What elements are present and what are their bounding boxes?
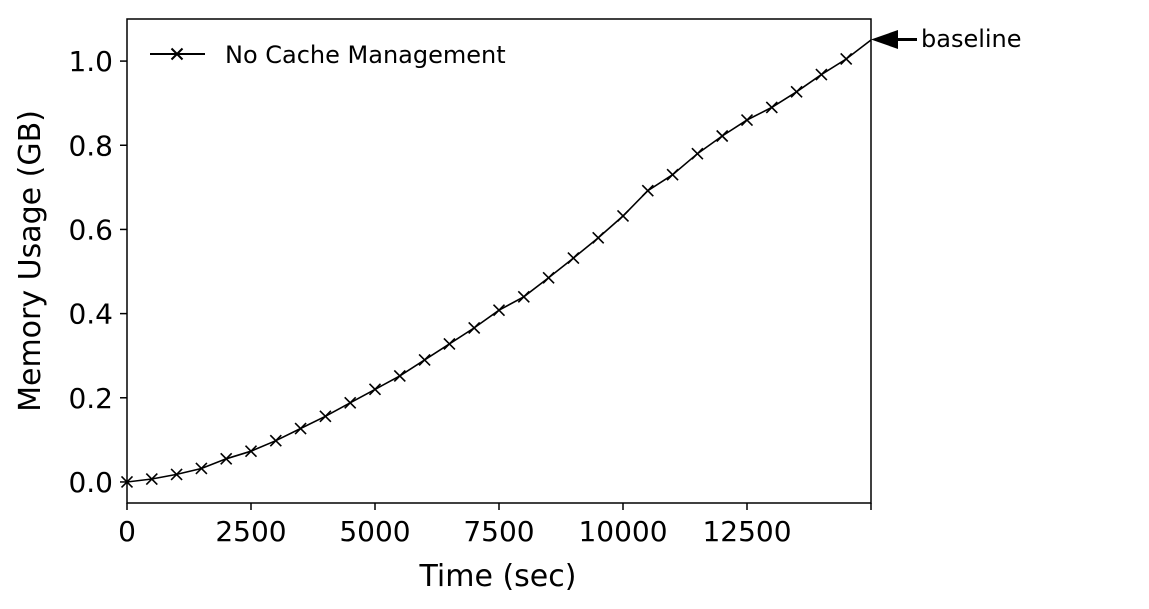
- plot-frame: [126, 18, 872, 504]
- y-tick-label: 1.0: [68, 45, 113, 78]
- data-point-marker: [790, 85, 803, 98]
- x-axis-title: Time (sec): [419, 559, 577, 594]
- data-point-marker: [344, 396, 357, 409]
- plot-area: [126, 18, 872, 504]
- data-point-marker: [840, 52, 853, 66]
- data-point-marker: [319, 410, 332, 423]
- data-point-marker: [294, 422, 307, 435]
- data-point-marker: [815, 68, 828, 81]
- y-tick-label: 0.4: [68, 298, 113, 331]
- data-point-marker: [269, 434, 282, 447]
- data-point-marker: [443, 337, 456, 350]
- data-point-marker: [666, 168, 679, 181]
- data-point-marker: [691, 147, 704, 160]
- data-point-marker: [418, 353, 431, 366]
- x-tick-label: 7500: [463, 515, 534, 548]
- data-point-marker: [517, 290, 530, 303]
- data-point-marker: [542, 271, 555, 284]
- data-point-marker: [393, 369, 406, 382]
- data-point-marker: [195, 462, 208, 475]
- data-point-marker: [120, 475, 134, 489]
- data-point-marker: [492, 304, 506, 317]
- y-tick-label: 0.8: [68, 129, 113, 162]
- annotation-label: baseline: [921, 25, 1022, 53]
- x-tick-label: 10000: [578, 515, 667, 548]
- y-tick-label: 0.0: [68, 466, 113, 499]
- data-point-marker: [765, 101, 778, 114]
- data-point-marker: [641, 184, 654, 197]
- data-point-marker: [170, 468, 183, 481]
- y-tick-label: 0.6: [68, 213, 113, 246]
- data-point-marker: [220, 452, 233, 465]
- data-point-marker: [567, 251, 580, 265]
- data-point-marker: [244, 445, 258, 458]
- data-point-marker: [716, 129, 729, 143]
- x-tick-label: 12500: [702, 515, 791, 548]
- legend-label: No Cache Management: [225, 41, 506, 69]
- data-point-marker: [740, 113, 754, 127]
- data-point-marker: [468, 321, 481, 334]
- x-axis: 0 2500 5000 7500 10000 12500: [118, 503, 872, 548]
- data-point-marker: [592, 231, 605, 244]
- baseline-annotation: baseline: [871, 25, 1022, 53]
- data-point-marker: [145, 472, 158, 486]
- x-tick-label: 5000: [339, 515, 410, 548]
- x-tick-label: 2500: [215, 515, 286, 548]
- data-point-marker: [368, 383, 382, 396]
- y-axis: 0.0 0.2 0.4 0.6 0.8 1.0: [68, 45, 127, 499]
- x-tick-label: 0: [118, 515, 136, 548]
- legend-x-marker-icon: [170, 47, 184, 61]
- series-line: [126, 39, 872, 483]
- y-axis-title: Memory Usage (GB): [13, 110, 48, 412]
- data-point-marker: [616, 209, 630, 223]
- y-tick-label: 0.2: [68, 382, 113, 415]
- legend: No Cache Management: [150, 41, 506, 69]
- series-layer: [120, 39, 872, 489]
- arrow-left-icon: [871, 30, 898, 49]
